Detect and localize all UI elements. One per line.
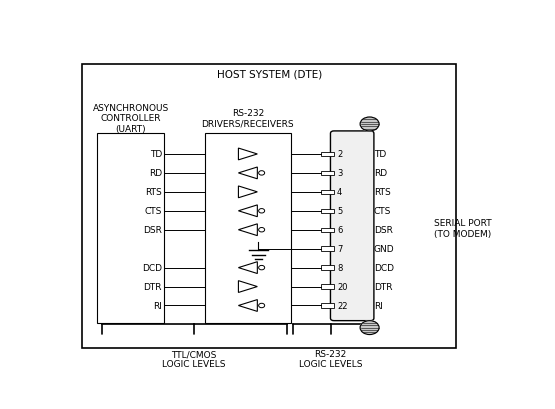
Circle shape	[360, 118, 379, 132]
Bar	[321, 209, 334, 213]
Text: TTL/CMOS
LOGIC LEVELS: TTL/CMOS LOGIC LEVELS	[163, 349, 226, 369]
Text: DSR: DSR	[374, 226, 393, 235]
Polygon shape	[239, 187, 258, 198]
Bar	[321, 266, 334, 270]
Bar	[97, 134, 164, 323]
Circle shape	[259, 228, 265, 232]
Text: 7: 7	[337, 245, 342, 254]
Text: CTS: CTS	[144, 207, 162, 216]
Text: DTR: DTR	[143, 282, 162, 291]
Text: RD: RD	[374, 169, 387, 178]
Circle shape	[259, 209, 265, 213]
Text: HOST SYSTEM (DTE): HOST SYSTEM (DTE)	[217, 69, 322, 79]
Text: RI: RI	[153, 301, 162, 310]
Text: 6: 6	[337, 226, 342, 235]
Circle shape	[259, 303, 265, 308]
Text: 8: 8	[337, 263, 342, 272]
Text: RD: RD	[149, 169, 162, 178]
Text: 2: 2	[337, 150, 342, 159]
Text: DSR: DSR	[143, 226, 162, 235]
Text: CTS: CTS	[374, 207, 391, 216]
Bar	[321, 247, 334, 251]
Text: RTS: RTS	[374, 188, 391, 197]
Polygon shape	[239, 281, 258, 293]
Circle shape	[259, 171, 265, 176]
Circle shape	[259, 266, 265, 270]
Bar	[205, 134, 291, 323]
Polygon shape	[239, 224, 258, 236]
Bar	[321, 303, 334, 308]
Polygon shape	[239, 300, 258, 312]
Circle shape	[360, 321, 379, 335]
Text: RTS: RTS	[145, 188, 162, 197]
Text: DTR: DTR	[374, 282, 392, 291]
FancyBboxPatch shape	[330, 132, 374, 321]
Text: RS-232
DRIVERS/RECEIVERS: RS-232 DRIVERS/RECEIVERS	[201, 109, 294, 128]
Text: GND: GND	[374, 245, 395, 254]
Bar	[321, 171, 334, 176]
Text: ASYNCHRONOUS
CONTROLLER
(UART): ASYNCHRONOUS CONTROLLER (UART)	[93, 103, 169, 133]
Text: RI: RI	[374, 301, 383, 310]
Polygon shape	[239, 168, 258, 180]
Text: RS-232
LOGIC LEVELS: RS-232 LOGIC LEVELS	[299, 349, 362, 369]
Bar	[321, 153, 334, 157]
Polygon shape	[239, 149, 258, 160]
Polygon shape	[239, 262, 258, 274]
Text: 5: 5	[337, 207, 342, 216]
Text: 20: 20	[337, 282, 347, 291]
Text: 4: 4	[337, 188, 342, 197]
Polygon shape	[239, 205, 258, 217]
Text: TD: TD	[150, 150, 162, 159]
Text: DCD: DCD	[142, 263, 162, 272]
Text: 22: 22	[337, 301, 347, 310]
Bar	[82, 65, 456, 348]
Text: TD: TD	[374, 150, 386, 159]
Bar	[321, 228, 334, 232]
Text: DCD: DCD	[374, 263, 394, 272]
Bar	[321, 285, 334, 289]
Text: 3: 3	[337, 169, 342, 178]
Text: SERIAL PORT
(TO MODEM): SERIAL PORT (TO MODEM)	[434, 219, 492, 238]
Bar	[321, 190, 334, 195]
